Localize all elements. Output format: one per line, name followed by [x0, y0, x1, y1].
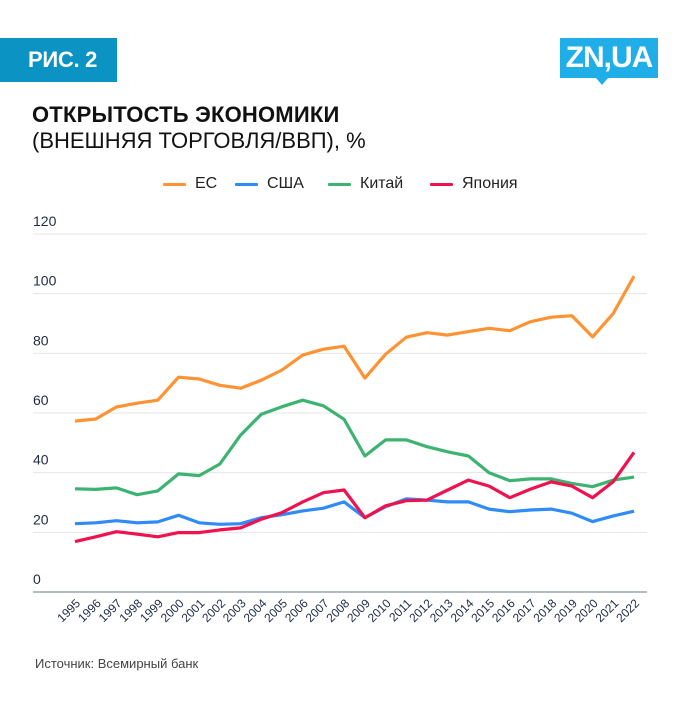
chart-subtitle: (ВНЕШНЯЯ ТОРГОВЛЯ/ВВП), %: [32, 128, 366, 153]
legend-item-usa: США: [235, 174, 304, 194]
series-line-china: [74, 398, 635, 497]
legend-label-usa: США: [267, 175, 304, 192]
legend-swatch-usa: [235, 182, 258, 186]
y-tick-label: 120: [33, 213, 57, 229]
y-tick-label: 60: [33, 392, 49, 408]
y-tick-label: 80: [33, 332, 49, 348]
legend-swatch-china: [328, 182, 351, 186]
series-line-eu: [74, 275, 636, 423]
source-note: Источник: Всемирный банк: [35, 656, 199, 671]
legend-label-japan: Япония: [462, 175, 518, 192]
y-tick-label: 20: [33, 511, 49, 527]
site-logo: ZN,UA: [560, 38, 658, 78]
logo-speech-tail-icon: [596, 78, 608, 85]
y-tick-label: 0: [33, 571, 41, 587]
legend-item-japan: Япония: [430, 174, 518, 194]
series-line-japan: [74, 451, 636, 544]
legend-item-eu: ЕС: [163, 174, 217, 194]
x-tick-label: 2022: [613, 596, 642, 625]
figure-badge: РИС. 2: [0, 38, 117, 82]
legend-swatch-eu: [163, 182, 186, 186]
legend: ЕС США Китай Япония: [0, 174, 700, 194]
series-line-usa: [74, 497, 635, 526]
legend-label-eu: ЕС: [195, 175, 218, 192]
y-tick-label: 100: [33, 273, 57, 289]
legend-swatch-japan: [430, 182, 453, 186]
chart-title: ОТКРЫТОСТЬ ЭКОНОМИКИ: [32, 102, 340, 127]
legend-label-china: Китай: [360, 175, 404, 192]
legend-item-china: Китай: [328, 174, 403, 194]
y-tick-label: 40: [33, 452, 49, 468]
